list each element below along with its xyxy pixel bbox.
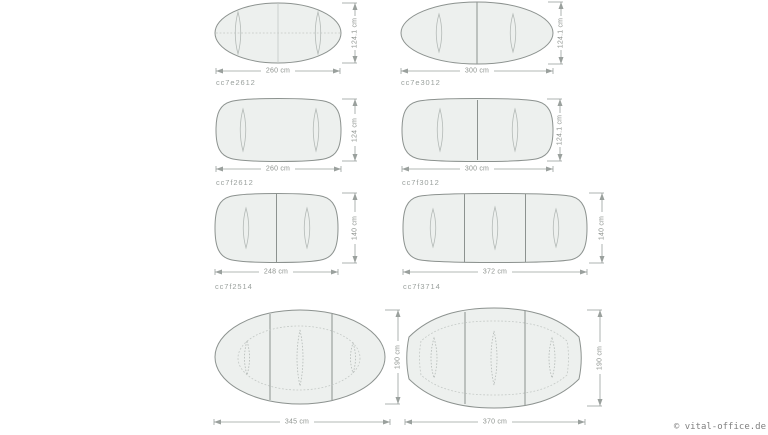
lens-inlay (490, 330, 498, 386)
lens-inlay (509, 12, 517, 54)
width-label: 372 cm (483, 269, 507, 276)
height-dimension: 190 cm (385, 309, 402, 405)
product-code: cc7f2612 (216, 178, 254, 187)
lens-inlay (312, 107, 320, 153)
product-code: cc7e3012 (401, 78, 441, 87)
lens-inlay (491, 205, 499, 251)
product-code: cc7e2612 (216, 78, 256, 87)
width-label: 260 cm (266, 68, 290, 75)
height-label: 190 cm (395, 345, 402, 369)
height-dimension: 140 cm (342, 192, 359, 264)
product-cell-cc7e3012: 300 cm 124.1 cm cc7e3012 (400, 1, 565, 87)
table-top-shape (215, 98, 342, 162)
width-label: 300 cm (465, 68, 489, 75)
width-label: 345 cm (285, 419, 309, 426)
inner-outline (237, 325, 361, 391)
copyright-notice: © vital-office.de (674, 422, 766, 432)
product-cell-cc7e2612: 260 cm 124.1 cm cc7e2612 (214, 2, 359, 87)
product-code: cc7f3714 (403, 282, 441, 291)
width-label: 370 cm (483, 419, 507, 426)
lens-inlay (511, 107, 519, 153)
lens-inlay (552, 207, 560, 249)
lens-inlay (429, 207, 437, 249)
height-label: 140 cm (352, 216, 359, 240)
height-label: 124.1 cm (352, 18, 359, 48)
width-dimension: 345 cm (213, 418, 391, 426)
width-label: 300 cm (465, 166, 489, 173)
lens-inlay (350, 341, 356, 375)
product-cell-boat-370: 370 cm 190 cm (404, 307, 604, 426)
table-top-shape (402, 193, 588, 263)
width-dimension: 300 cm (401, 165, 554, 173)
lens-inlay (242, 206, 250, 250)
product-cell-cc7f3714: 372 cm 140 cm cc7f3714 (402, 192, 606, 291)
width-dimension: 260 cm (215, 165, 342, 173)
height-dimension: 124.1 cm (547, 98, 564, 162)
height-label: 140 cm (599, 216, 606, 240)
width-label: 260 cm (266, 166, 290, 173)
height-label: 124.1 cm (557, 115, 564, 145)
product-cell-cc7f2612: 260 cm 124 cm cc7f2612 (215, 98, 359, 187)
height-dimension: 124 cm (342, 98, 359, 162)
width-dimension: 300 cm (400, 67, 554, 75)
lens-inlay (296, 329, 304, 387)
height-dimension: 190 cm (587, 309, 604, 407)
lens-inlay (436, 107, 444, 153)
table-top-shape (406, 307, 582, 409)
height-dimension: 124.1 cm (548, 1, 565, 65)
lens-inlay (314, 10, 322, 56)
height-label: 124 cm (352, 118, 359, 142)
lens-inlay (435, 12, 443, 54)
width-dimension: 372 cm (402, 268, 588, 276)
lens-inlay (234, 10, 242, 56)
width-label: 248 cm (264, 269, 288, 276)
lens-inlay (303, 206, 311, 250)
product-cell-cc7f3012: 300 cm 124.1 cm cc7f3012 (401, 98, 564, 187)
product-code: cc7f2514 (215, 282, 253, 291)
height-label: 124.1 cm (558, 18, 565, 48)
product-code: cc7f3012 (402, 178, 440, 187)
product-cell-ellipse-345: 345 cm 190 cm (213, 309, 402, 426)
width-dimension: 370 cm (404, 418, 586, 426)
product-cell-cc7f2514: 248 cm 140 cm cc7f2514 (214, 192, 359, 291)
height-dimension: 124.1 cm (342, 2, 359, 64)
width-dimension: 248 cm (214, 268, 339, 276)
height-label: 190 cm (597, 346, 604, 370)
height-dimension: 140 cm (589, 192, 606, 264)
lens-inlay (244, 339, 250, 377)
lens-inlay (239, 107, 247, 153)
inner-outline (419, 320, 569, 396)
width-dimension: 260 cm (215, 67, 341, 75)
